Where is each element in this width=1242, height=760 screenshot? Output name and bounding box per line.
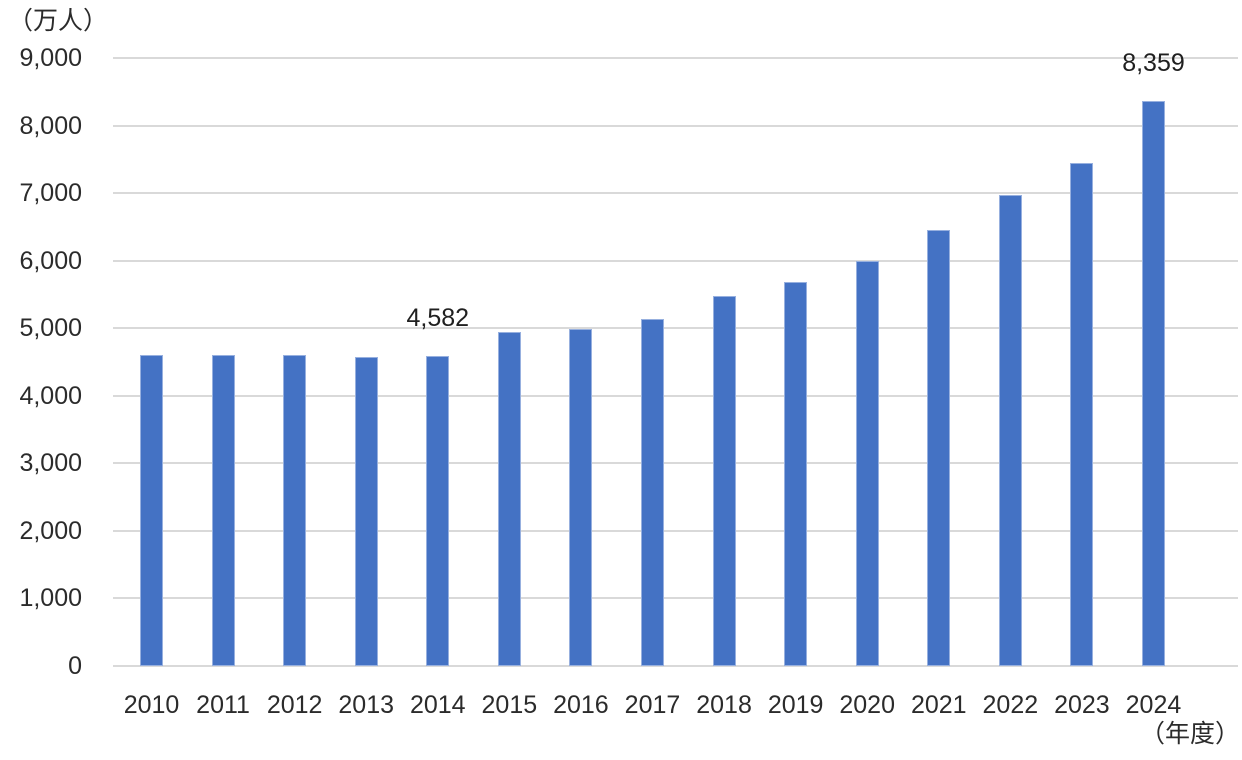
x-tick-label-2019: 2019 — [767, 691, 824, 719]
y-tick-label-2,000: 2,000 — [19, 516, 82, 545]
gridline-2,000 — [113, 529, 1238, 532]
y-tick-label-6,000: 6,000 — [19, 246, 82, 275]
x-tick-label-2024: 2024 — [1125, 691, 1182, 719]
x-tick-label-2010: 2010 — [123, 691, 180, 719]
x-tick-label-2016: 2016 — [553, 691, 609, 719]
y-tick-label-1,000: 1,000 — [19, 584, 82, 613]
y-tick-label-4,000: 4,000 — [19, 381, 82, 410]
bar-2016 — [569, 328, 593, 666]
gridline-5,000 — [113, 327, 1238, 330]
y-tick-label-0: 0 — [68, 652, 82, 680]
y-tick-label-3,000: 3,000 — [19, 449, 82, 478]
x-tick-label-2023: 2023 — [1054, 691, 1110, 719]
gridline-3,000 — [113, 462, 1238, 465]
x-tick-label-2013: 2013 — [338, 691, 395, 719]
gridline-4,000 — [113, 394, 1238, 397]
bar-2014 — [426, 356, 450, 666]
x-tick-label-2022: 2022 — [982, 691, 1039, 719]
x-tick-label-2014: 2014 — [409, 691, 466, 719]
gridline-7,000 — [113, 192, 1238, 195]
gridline-6,000 — [113, 259, 1238, 262]
bar-2024 — [1141, 101, 1165, 666]
bar-2011 — [211, 354, 235, 666]
bar-2022 — [998, 195, 1022, 666]
y-tick-label-9,000: 9,000 — [19, 44, 82, 72]
gridline-8,000 — [113, 124, 1238, 127]
x-tick-label-2011: 2011 — [196, 691, 250, 719]
bar-2020 — [855, 260, 879, 666]
bar-2021 — [927, 229, 951, 666]
gridline-1,000 — [113, 597, 1238, 600]
x-tick-label-2021: 2021 — [910, 691, 967, 719]
x-tick-label-2015: 2015 — [481, 691, 538, 719]
x-tick-label-2012: 2012 — [266, 691, 323, 719]
bar-2017 — [640, 319, 664, 666]
bar-2023 — [1070, 162, 1094, 666]
bar-2019 — [784, 281, 808, 666]
bar-2013 — [354, 356, 378, 666]
bar-2018 — [712, 295, 736, 666]
y-tick-label-7,000: 7,000 — [19, 179, 82, 208]
bar-2015 — [497, 331, 521, 666]
gridline-9,000 — [113, 57, 1238, 59]
bar-2010 — [140, 354, 163, 666]
y-tick-label-8,000: 8,000 — [19, 111, 82, 140]
data-label-2014: 4,582 — [406, 304, 470, 333]
x-tick-label-2018: 2018 — [696, 691, 752, 719]
y-tick-label-5,000: 5,000 — [19, 314, 82, 343]
x-tick-label-2020: 2020 — [839, 691, 895, 719]
x-axis-unit-label: （年度） — [1139, 720, 1240, 748]
bar-2012 — [283, 354, 307, 666]
data-label-2024: 8,359 — [1122, 49, 1185, 78]
x-tick-label-2017: 2017 — [624, 691, 681, 719]
gridline-0 — [113, 665, 1238, 667]
y-axis-unit-label: （万人） — [8, 7, 109, 35]
